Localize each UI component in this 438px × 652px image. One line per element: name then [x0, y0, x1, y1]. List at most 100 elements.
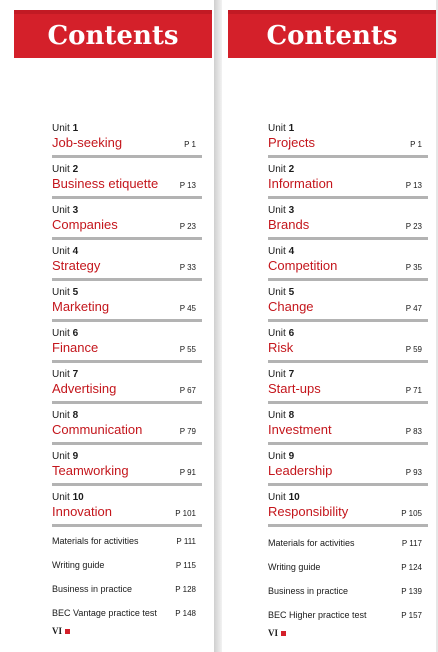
- unit-entry[interactable]: Unit 3 Companies P 23: [52, 203, 202, 244]
- divider-rule: [52, 483, 202, 486]
- unit-number-value: 7: [288, 369, 295, 380]
- contents-title: Contents: [266, 21, 398, 51]
- banner-edge: [228, 10, 436, 14]
- unit-title: Brands: [268, 217, 310, 232]
- divider-rule: [268, 196, 428, 199]
- unit-entry[interactable]: Unit 2 Information P 13: [268, 162, 428, 203]
- unit-number: Unit 2: [268, 164, 294, 175]
- divider-rule: [52, 442, 202, 445]
- unit-number-value: 6: [288, 328, 295, 339]
- extra-entry[interactable]: Business in practice P 139: [268, 581, 428, 605]
- unit-word: Unit: [52, 451, 70, 462]
- extra-entry[interactable]: Materials for activities P 111: [52, 531, 202, 555]
- unit-number-value: 3: [288, 205, 295, 216]
- extra-entry[interactable]: BEC Higher practice test P 157: [268, 605, 428, 629]
- divider-rule: [52, 196, 202, 199]
- extras-list: Materials for activities P 117 Writing gui…: [268, 533, 428, 629]
- unit-number-value: 6: [72, 328, 79, 339]
- unit-title: Responsibility: [268, 504, 349, 519]
- folio-number: VI: [52, 626, 63, 636]
- unit-number: Unit 5: [52, 287, 78, 298]
- divider-rule: [268, 401, 428, 404]
- unit-number: Unit 7: [268, 369, 294, 380]
- unit-page: P 1: [410, 140, 422, 149]
- divider-rule: [52, 237, 202, 240]
- unit-title: Business etiquette: [52, 176, 159, 191]
- unit-number: Unit 9: [268, 451, 294, 462]
- unit-number: Unit 8: [52, 410, 78, 421]
- unit-word: Unit: [268, 246, 286, 257]
- unit-entry[interactable]: Unit 1 Projects P 1: [268, 121, 428, 162]
- unit-entry[interactable]: Unit 5 Change P 47: [268, 285, 428, 326]
- unit-entry[interactable]: Unit 4 Competition P 35: [268, 244, 428, 285]
- unit-entry[interactable]: Unit 10 Innovation P 101: [52, 490, 202, 531]
- extra-entry[interactable]: Writing guide P 124: [268, 557, 428, 581]
- unit-word: Unit: [268, 410, 286, 421]
- unit-entry[interactable]: Unit 6 Risk P 59: [268, 326, 428, 367]
- unit-number-value: 4: [72, 246, 79, 257]
- page-folio: VI: [52, 626, 71, 636]
- unit-entry[interactable]: Unit 8 Investment P 83: [268, 408, 428, 449]
- unit-entry[interactable]: Unit 4 Strategy P 33: [52, 244, 202, 285]
- extra-page: P 111: [176, 537, 196, 546]
- extra-entry[interactable]: Business in practice P 128: [52, 579, 202, 603]
- unit-list: Unit 1 Projects P 1 Unit 2 Information P 13 Un…: [268, 121, 428, 531]
- unit-title: Start-ups: [268, 381, 321, 396]
- unit-page: P 101: [175, 509, 196, 518]
- folio-square-icon: [281, 631, 287, 637]
- unit-title: Marketing: [52, 299, 110, 314]
- unit-number-value: 9: [288, 451, 295, 462]
- unit-entry[interactable]: Unit 6 Finance P 55: [52, 326, 202, 367]
- right-contents-page: Contents Unit 1 Projects P 1 Unit 2 Informat…: [222, 0, 436, 652]
- divider-rule: [52, 278, 202, 281]
- unit-title: Leadership: [268, 463, 333, 478]
- unit-page: P 93: [405, 468, 422, 477]
- unit-word: Unit: [268, 287, 286, 298]
- divider-rule: [268, 360, 428, 363]
- unit-entry[interactable]: Unit 7 Start-ups P 71: [268, 367, 428, 408]
- unit-number: Unit 5: [268, 287, 294, 298]
- unit-word: Unit: [268, 492, 286, 503]
- unit-title: Information: [268, 176, 334, 191]
- unit-entry[interactable]: Unit 7 Advertising P 67: [52, 367, 202, 408]
- extra-label: Business in practice: [52, 584, 133, 594]
- unit-entry[interactable]: Unit 10 Responsibility P 105: [268, 490, 428, 531]
- unit-entry[interactable]: Unit 1 Job-seeking P 1: [52, 121, 202, 162]
- unit-number-value: 10: [288, 492, 300, 503]
- unit-entry[interactable]: Unit 9 Teamworking P 91: [52, 449, 202, 490]
- unit-title: Projects: [268, 135, 315, 150]
- extra-entry[interactable]: Materials for activities P 117: [268, 533, 428, 557]
- unit-entry[interactable]: Unit 8 Communication P 79: [52, 408, 202, 449]
- unit-word: Unit: [268, 164, 286, 175]
- unit-title: Change: [268, 299, 314, 314]
- unit-word: Unit: [52, 246, 70, 257]
- unit-word: Unit: [52, 328, 70, 339]
- extra-entry[interactable]: Writing guide P 115: [52, 555, 202, 579]
- unit-title: Investment: [268, 422, 332, 437]
- unit-number: Unit 10: [268, 492, 300, 503]
- unit-title: Teamworking: [52, 463, 129, 478]
- unit-page: P 105: [401, 509, 422, 518]
- unit-entry[interactable]: Unit 5 Marketing P 45: [52, 285, 202, 326]
- divider-rule: [52, 155, 202, 158]
- unit-entry[interactable]: Unit 9 Leadership P 93: [268, 449, 428, 490]
- unit-number: Unit 9: [52, 451, 78, 462]
- extra-entry[interactable]: BEC Vantage practice test P 148: [52, 603, 202, 627]
- unit-entry[interactable]: Unit 3 Brands P 23: [268, 203, 428, 244]
- extra-page: P 115: [175, 561, 196, 570]
- extra-label: Business in practice: [268, 586, 349, 596]
- unit-word: Unit: [268, 451, 286, 462]
- banner-edge: [14, 10, 212, 14]
- unit-number: Unit 10: [52, 492, 84, 503]
- unit-entry[interactable]: Unit 2 Business etiquette P 13: [52, 162, 202, 203]
- unit-number-value: 7: [72, 369, 79, 380]
- extras-list: Materials for activities P 111 Writing gui…: [52, 531, 202, 627]
- unit-number-value: 10: [72, 492, 84, 503]
- unit-number-value: 2: [72, 164, 79, 175]
- unit-number-value: 5: [72, 287, 79, 298]
- unit-title: Risk: [268, 340, 294, 355]
- contents-banner: Contents: [228, 10, 436, 58]
- divider-rule: [268, 237, 428, 240]
- unit-word: Unit: [52, 123, 70, 134]
- unit-page: P 59: [405, 345, 422, 354]
